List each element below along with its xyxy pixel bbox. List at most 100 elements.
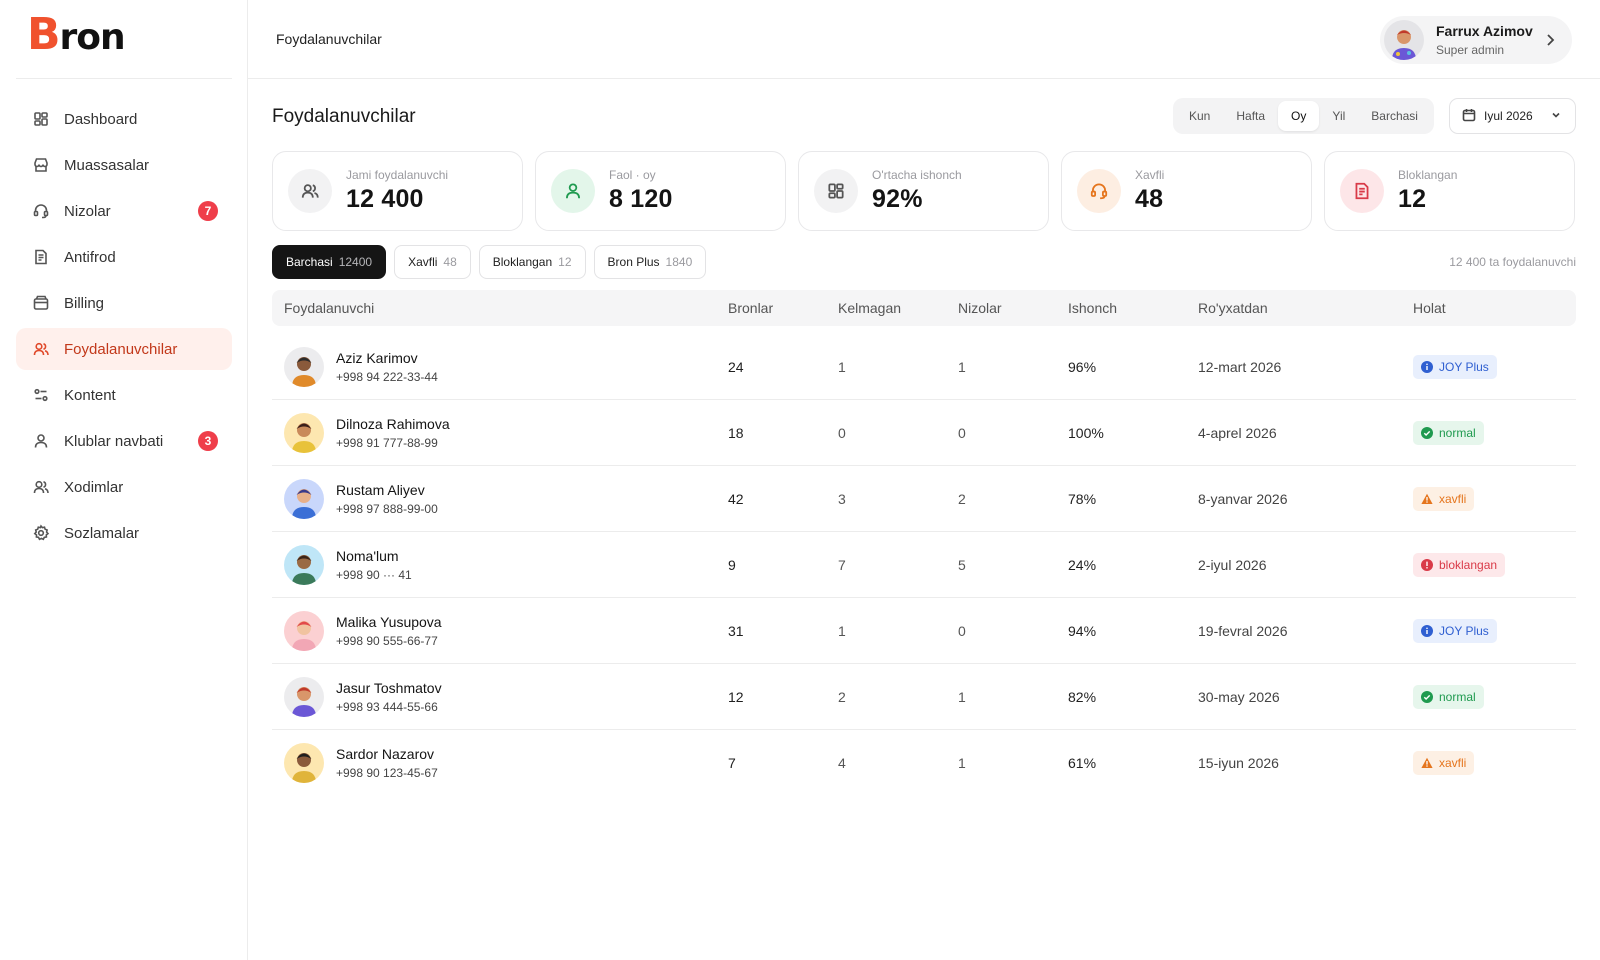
status-label: JOY Plus <box>1439 359 1489 374</box>
cell-no-show: 7 <box>838 556 846 573</box>
table-row[interactable]: Malika Yusupova +998 90 555-66-77 31 1 0 94% 1… <box>272 598 1576 664</box>
period-tab-barchasi[interactable]: Barchasi <box>1371 109 1418 123</box>
users-icon <box>32 340 50 358</box>
col-header-status[interactable]: Holat <box>1413 300 1446 316</box>
sidebar-item-klublar-navbati[interactable]: Klublar navbati 3 <box>16 420 232 462</box>
cell-user: Aziz Karimov +998 94 222-33-44 <box>272 346 728 387</box>
table-row[interactable]: Aziz Karimov +998 94 222-33-44 24 1 1 96% 12-m… <box>272 334 1576 400</box>
cell-disputes: 2 <box>958 490 966 507</box>
cell-registered: 19-fevral 2026 <box>1198 622 1288 639</box>
document-icon <box>1340 169 1384 213</box>
status-label: xavfli <box>1439 491 1467 506</box>
cell-trust: 96% <box>1068 358 1097 375</box>
table-row[interactable]: Noma'lum +998 90 ··· 41 9 7 5 24% 2-iyul 2026 b… <box>272 532 1576 598</box>
cell-disputes: 1 <box>958 755 966 771</box>
period-tab-hafta[interactable]: Hafta <box>1236 109 1266 123</box>
sidebar-item-xodimlar[interactable]: Xodimlar <box>16 466 232 508</box>
calendar-icon <box>1462 108 1476 125</box>
user-icon <box>551 169 595 213</box>
user-menu[interactable]: Farrux Azimov Super admin <box>1380 16 1572 64</box>
warning-icon <box>1421 757 1433 769</box>
stat-label: Xavfli <box>1135 168 1165 182</box>
cell-trust: 24% <box>1068 556 1097 573</box>
user-name: Malika Yusupova <box>336 613 442 630</box>
sidebar-item-dashboard[interactable]: Dashboard <box>16 98 232 140</box>
table-row[interactable]: Sardor Nazarov +998 90 123-45-67 7 4 1 61% 15-… <box>272 730 1576 796</box>
cell-no-show: 3 <box>838 490 846 507</box>
cell-no-show: 1 <box>838 358 846 375</box>
sidebar-item-billing[interactable]: Billing <box>16 282 232 324</box>
period-tab-yil[interactable]: Yil <box>1332 109 1346 123</box>
user-phone: +998 91 777-88-99 <box>336 435 438 450</box>
avatar <box>284 610 324 651</box>
sidebar-item-label: Muassasalar <box>64 156 150 174</box>
col-header-no-show[interactable]: Kelmagan <box>838 300 902 316</box>
sidebar-item-label: Foydalanuvchilar <box>64 340 178 358</box>
cell-user: Rustam Aliyev +998 97 888-99-00 <box>272 478 728 519</box>
status-label: JOY Plus <box>1439 623 1489 638</box>
avatar <box>284 544 324 585</box>
sidebar-item-kontent[interactable]: Kontent <box>16 374 232 416</box>
grid-icon <box>814 169 858 213</box>
user-phone: +998 93 444-55-66 <box>336 699 438 714</box>
date-picker-button[interactable]: Iyul 2026 <box>1449 98 1576 134</box>
filter-chip-xavfli[interactable]: Xavfli 48 <box>394 245 471 279</box>
sidebar-item-sozlamalar[interactable]: Sozlamalar <box>16 512 232 554</box>
cell-disputes: 0 <box>958 424 966 441</box>
user-phone: +998 97 888-99-00 <box>336 501 438 516</box>
cell-bookings: 9 <box>728 556 736 573</box>
table-header: Foydalanuvchi Bronlar Kelmagan Nizolar I… <box>272 290 1576 326</box>
sidebar-item-antifrod[interactable]: Antifrod <box>16 236 232 278</box>
table-row[interactable]: Dilnoza Rahimova +998 91 777-88-99 18 0 0 100… <box>272 400 1576 466</box>
col-header-user[interactable]: Foydalanuvchi <box>284 300 375 316</box>
sidebar-item-label: Dashboard <box>64 110 138 128</box>
cell-bookings: 31 <box>728 622 744 639</box>
col-header-disputes[interactable]: Nizolar <box>958 300 1002 316</box>
table-row[interactable]: Rustam Aliyev +998 97 888-99-00 42 3 2 78% 8-y… <box>272 466 1576 532</box>
status-label: bloklangan <box>1439 557 1498 572</box>
period-tab-oy[interactable]: Oy <box>1278 101 1320 131</box>
main-content: Foydalanuvchilar Kun Hafta Oy Yil Barchasi I… <box>248 79 1600 960</box>
cell-no-show: 1 <box>838 622 846 639</box>
cell-registered: 15-iyun 2026 <box>1198 755 1279 771</box>
users-icon <box>32 478 50 496</box>
cell-user: Jasur Toshmatov +998 93 444-55-66 <box>272 676 728 717</box>
cell-registered: 4-aprel 2026 <box>1198 424 1277 441</box>
period-tab-kun[interactable]: Kun <box>1189 109 1211 123</box>
avatar <box>284 676 324 717</box>
cell-bookings: 7 <box>728 755 736 771</box>
table-row[interactable]: Jasur Toshmatov +998 93 444-55-66 12 2 1 82% 3… <box>272 664 1576 730</box>
filter-chips: Barchasi 12400 Xavfli 48 Bloklangan 12 Bron Pl… <box>272 245 707 279</box>
stat-card: Faol · oy 8 120 <box>535 151 786 231</box>
col-header-registered[interactable]: Ro'yxatdan <box>1198 300 1268 316</box>
filter-chip-bloklangan[interactable]: Bloklangan 12 <box>478 245 586 279</box>
stat-label: Jami foydalanuvchi <box>346 168 449 182</box>
filter-chip-bron-plus[interactable]: Bron Plus 1840 <box>593 245 707 279</box>
cell-user: Noma'lum +998 90 ··· 41 <box>272 544 728 585</box>
filter-chip-label: Xavfli <box>408 255 438 269</box>
stat-value: 8 120 <box>609 185 673 213</box>
stat-card: Bloklangan 12 <box>1324 151 1575 231</box>
user-name: Farrux Azimov <box>1436 23 1533 39</box>
filter-chip-barchasi[interactable]: Barchasi 12400 <box>272 245 387 279</box>
avatar <box>284 478 324 519</box>
sidebar-item-foydalanuvchilar[interactable]: Foydalanuvchilar <box>16 328 232 370</box>
check-circle-icon <box>1421 690 1433 703</box>
stat-card: O'rtacha ishonch 92% <box>798 151 1049 231</box>
col-header-bookings[interactable]: Bronlar <box>728 300 774 316</box>
sidebar-item-label: Kontent <box>64 386 116 404</box>
sidebar-item-muassasalar[interactable]: Muassasalar <box>16 144 232 186</box>
cell-bookings: 12 <box>728 688 744 705</box>
chevron-down-icon <box>1549 108 1563 125</box>
alert-circle-icon <box>1421 558 1433 571</box>
sidebar-item-nizolar[interactable]: Nizolar 7 <box>16 190 232 232</box>
cell-trust: 94% <box>1068 622 1097 639</box>
stat-value: 12 <box>1398 185 1427 213</box>
headset-icon <box>32 202 50 220</box>
user-avatar <box>1384 20 1424 60</box>
filter-chip-label: Bron Plus <box>607 255 660 269</box>
col-header-trust[interactable]: Ishonch <box>1068 300 1118 316</box>
date-label: Iyul 2026 <box>1484 109 1533 123</box>
